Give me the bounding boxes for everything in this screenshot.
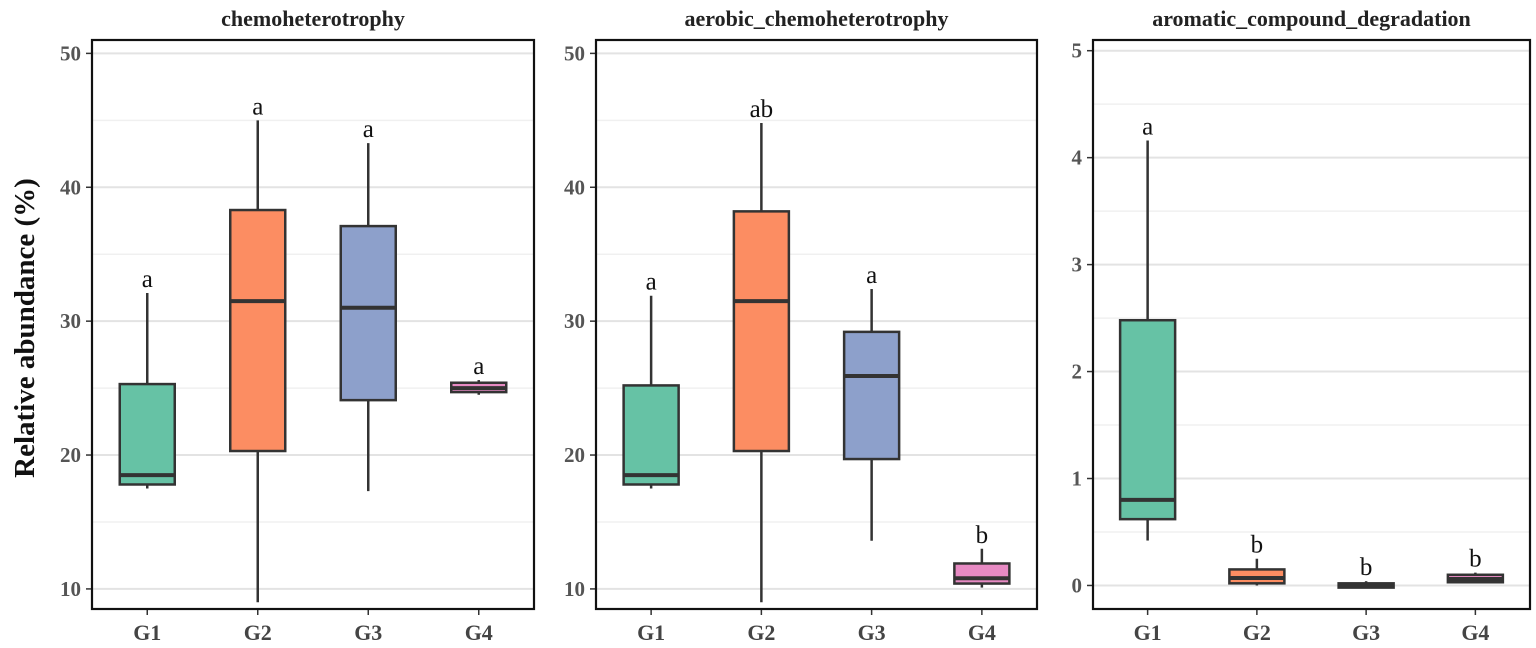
box-G2: a (229, 93, 287, 603)
box-G3: a (842, 262, 901, 541)
box-G3: b (1337, 554, 1395, 589)
box-body (118, 382, 176, 486)
panel-title: aerobic_chemoheterotrophy (685, 6, 949, 31)
y-tick-label: 40 (60, 175, 81, 199)
significance-label: b (1251, 532, 1264, 559)
box-body (953, 562, 1011, 585)
x-tick-label: G1 (1134, 620, 1162, 645)
significance-label: ab (750, 96, 774, 123)
significance-label: a (142, 266, 153, 293)
box-body (622, 384, 680, 486)
y-tick-label: 3 (1072, 253, 1083, 277)
y-tick-label: 30 (564, 309, 585, 333)
y-tick-label: 20 (564, 443, 585, 467)
significance-label: b (1469, 546, 1482, 573)
x-tick-label: G3 (858, 620, 886, 645)
y-tick-label: 2 (1072, 360, 1083, 384)
x-tick-label: G4 (1461, 620, 1489, 645)
panel-title: chemoheterotrophy (221, 6, 405, 31)
y-tick-label: 5 (1072, 39, 1083, 63)
y-tick-label: 10 (564, 577, 585, 601)
box-G4: a (450, 353, 508, 395)
significance-label: a (363, 116, 374, 143)
panel-1: 10 20 30 40 50 chemoheterotrophy a a a a G1 G2 G3 G4 (60, 6, 536, 645)
significance-label: a (473, 353, 484, 380)
panel-border (90, 38, 536, 611)
box-G1: a (118, 266, 176, 489)
box-body (229, 208, 287, 453)
box-body (842, 330, 901, 461)
x-tick-label: G2 (747, 620, 775, 645)
box-G1: a (1118, 114, 1177, 541)
x-tick-label: G3 (1352, 620, 1380, 645)
box-G4: b (953, 522, 1011, 588)
y-tick-label: 30 (60, 309, 81, 333)
y-tick-label: 0 (1072, 573, 1083, 597)
box-G2: ab (732, 96, 791, 603)
x-tick-label: G2 (244, 620, 272, 645)
box-body (339, 224, 397, 402)
significance-label: a (646, 269, 657, 296)
y-tick-label: 20 (60, 443, 81, 467)
significance-label: b (1360, 554, 1373, 581)
box-G1: a (622, 269, 680, 489)
significance-label: a (1142, 114, 1153, 141)
significance-label: b (976, 522, 989, 549)
panel-2: 1020304050aerobic_chemoheterotrophyaabab… (564, 6, 1039, 645)
y-tick-label: 50 (564, 41, 585, 65)
panel-title: aromatic_compound_degradation (1152, 6, 1471, 31)
panel-border (1091, 38, 1532, 611)
box-body (732, 210, 791, 453)
box-G4: b (1446, 546, 1505, 584)
box-G3: a (339, 116, 397, 492)
box-G2: b (1228, 532, 1286, 586)
y-tick-label: 50 (60, 41, 81, 65)
y-tick-label: 40 (564, 175, 585, 199)
box-body (1118, 318, 1177, 521)
significance-label: a (866, 262, 877, 289)
x-tick-label: G4 (968, 620, 996, 645)
significance-label: a (252, 93, 263, 120)
x-tick-label: G3 (354, 620, 382, 645)
y-tick-label: 4 (1072, 146, 1083, 170)
y-tick-label: 1 (1072, 467, 1083, 491)
y-axis-label: Relative abundance (%) (9, 178, 41, 478)
x-tick-label: G1 (133, 620, 161, 645)
x-tick-label: G4 (465, 620, 493, 645)
y-tick-label: 10 (60, 577, 81, 601)
panel-border (594, 38, 1039, 611)
x-tick-label: G2 (1243, 620, 1271, 645)
x-tick-label: G1 (637, 620, 665, 645)
